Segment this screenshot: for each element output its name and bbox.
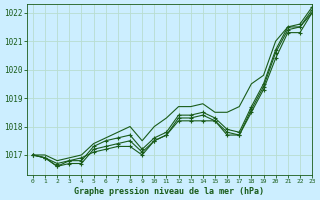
X-axis label: Graphe pression niveau de la mer (hPa): Graphe pression niveau de la mer (hPa) [75, 187, 264, 196]
